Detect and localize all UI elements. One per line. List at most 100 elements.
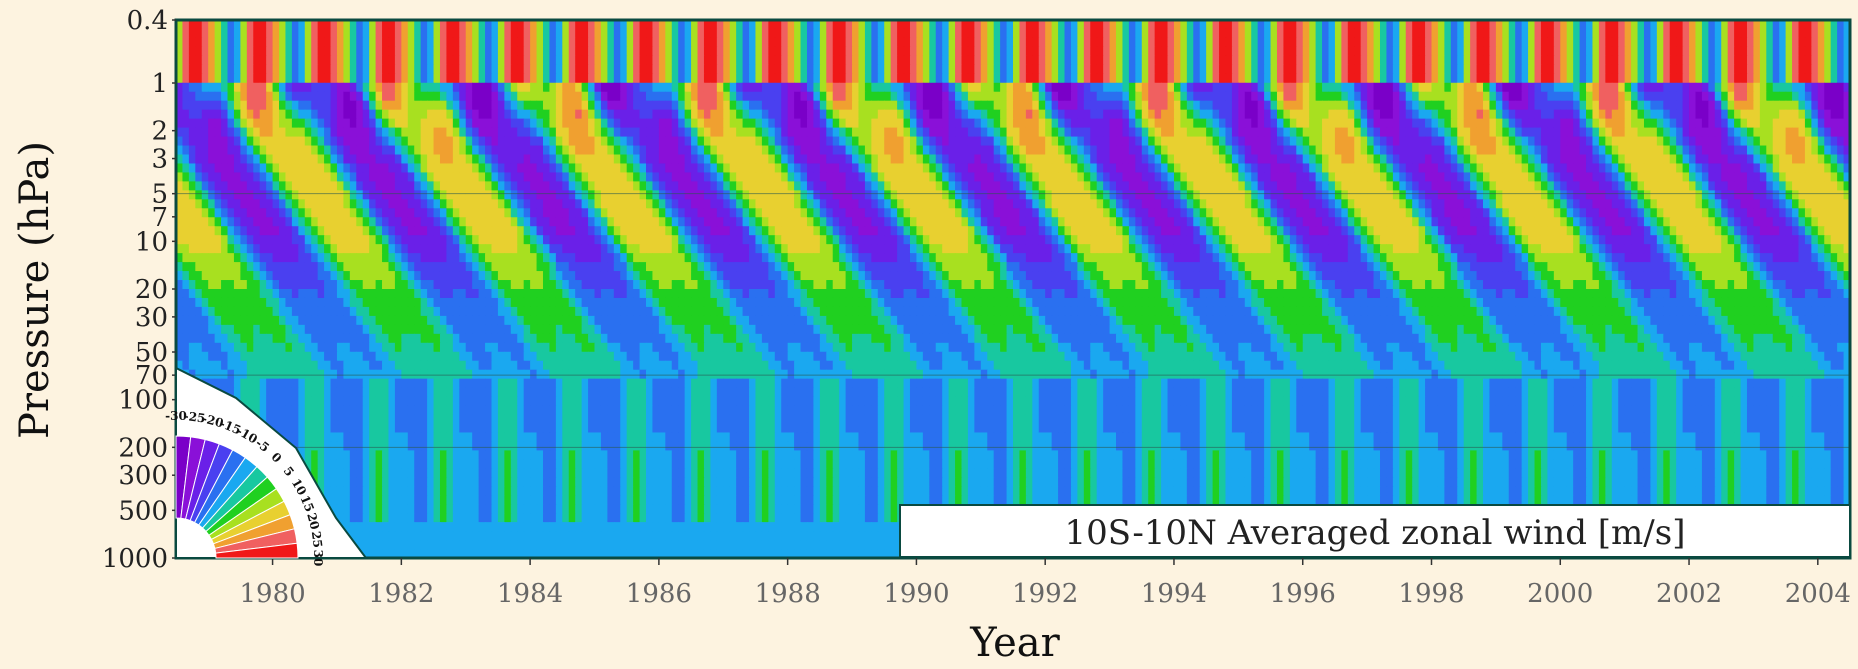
heat-cell	[542, 172, 551, 182]
heat-cell	[1534, 37, 1542, 48]
heat-cell	[871, 55, 879, 66]
heat-cell	[1508, 28, 1516, 39]
heat-cell	[1418, 91, 1426, 102]
heat-cell	[485, 91, 493, 102]
heat-cell	[1476, 145, 1484, 156]
heat-cell	[233, 73, 241, 84]
heat-cell	[1553, 55, 1561, 66]
heat-cell	[1811, 46, 1819, 57]
heat-cell	[1334, 55, 1342, 66]
heat-cell	[1289, 64, 1297, 75]
heat-cell	[465, 127, 473, 138]
heat-cell	[1077, 100, 1085, 111]
heat-cell	[439, 64, 448, 75]
heat-cell	[922, 46, 930, 57]
heat-cell	[1270, 100, 1278, 111]
heat-cell	[1676, 145, 1684, 156]
heat-cell	[1090, 127, 1098, 138]
heat-cell	[1714, 73, 1722, 84]
heat-cell	[439, 172, 448, 182]
heat-cell	[935, 172, 943, 182]
heat-cell	[542, 28, 551, 39]
heat-cell	[1128, 46, 1136, 57]
heat-cell	[768, 28, 776, 39]
heat-cell	[768, 181, 776, 191]
heat-cell	[575, 154, 583, 165]
heat-cell	[1431, 100, 1439, 111]
heat-cell	[703, 91, 711, 102]
heat-cell	[1714, 82, 1722, 93]
heat-cell	[652, 118, 660, 129]
heat-cell	[1476, 20, 1484, 30]
heat-cell	[459, 118, 467, 129]
heat-cell	[369, 136, 377, 147]
heat-cell	[980, 91, 988, 102]
heat-cell	[459, 136, 467, 147]
heat-cell	[955, 100, 963, 111]
heat-cell	[1212, 73, 1220, 84]
heat-cell	[1013, 91, 1021, 102]
heat-cell	[497, 73, 505, 84]
heat-cell	[665, 91, 673, 102]
heat-cell	[1495, 46, 1503, 57]
heat-cell	[311, 118, 319, 129]
heat-cell	[1064, 82, 1072, 93]
heat-cell	[549, 181, 557, 191]
heat-cell	[510, 163, 518, 174]
heat-cell	[536, 46, 544, 57]
heat-cell	[1528, 82, 1536, 93]
heat-cell	[253, 64, 261, 75]
heat-cell	[1592, 28, 1600, 39]
heat-cell	[433, 145, 441, 156]
heat-cell	[633, 28, 641, 39]
heat-cell	[800, 20, 808, 30]
heat-cell	[755, 55, 763, 66]
heat-cell	[942, 46, 950, 57]
heat-cell	[1315, 145, 1323, 156]
heat-cell	[1830, 154, 1838, 165]
heat-cell	[1315, 127, 1323, 138]
heat-cell	[1328, 20, 1336, 30]
heat-cell	[472, 46, 480, 57]
heat-cell	[446, 190, 454, 200]
heat-cell	[961, 136, 969, 147]
heat-cell	[1264, 46, 1272, 57]
heat-cell	[600, 100, 608, 111]
heat-cell	[1064, 127, 1072, 138]
heat-cell	[291, 181, 299, 191]
heat-cell	[980, 154, 988, 165]
heat-cell	[993, 82, 1001, 93]
heat-cell	[195, 55, 203, 66]
heat-cell	[394, 37, 402, 48]
heat-cell	[1508, 136, 1516, 147]
heat-cell	[1199, 172, 1207, 182]
heat-cell	[1521, 145, 1529, 156]
heat-cell	[1843, 181, 1850, 191]
heat-cell	[1341, 55, 1349, 66]
heat-cell	[1804, 172, 1812, 182]
heat-cell	[1064, 73, 1072, 84]
heat-cell	[703, 73, 711, 84]
heat-cell	[1425, 181, 1433, 191]
heat-cell	[845, 91, 853, 102]
heat-cell	[852, 82, 860, 93]
heat-cell	[607, 181, 615, 191]
heat-cell	[600, 127, 608, 138]
heat-cell	[1006, 109, 1014, 120]
heat-cell	[884, 28, 892, 39]
heat-cell	[1064, 136, 1072, 147]
heat-cell	[890, 163, 898, 174]
heat-cell	[1714, 118, 1722, 129]
heat-cell	[1238, 91, 1246, 102]
heat-cell	[858, 55, 866, 66]
heat-cell	[1450, 118, 1458, 129]
heat-cell	[639, 82, 647, 93]
heat-cell	[562, 109, 570, 120]
heat-cell	[980, 172, 988, 182]
heat-cell	[266, 127, 274, 138]
heat-cell	[1457, 154, 1465, 165]
heat-cell	[188, 109, 196, 120]
heat-cell	[246, 154, 254, 165]
heat-cell	[330, 46, 338, 57]
heat-cell	[729, 73, 737, 84]
